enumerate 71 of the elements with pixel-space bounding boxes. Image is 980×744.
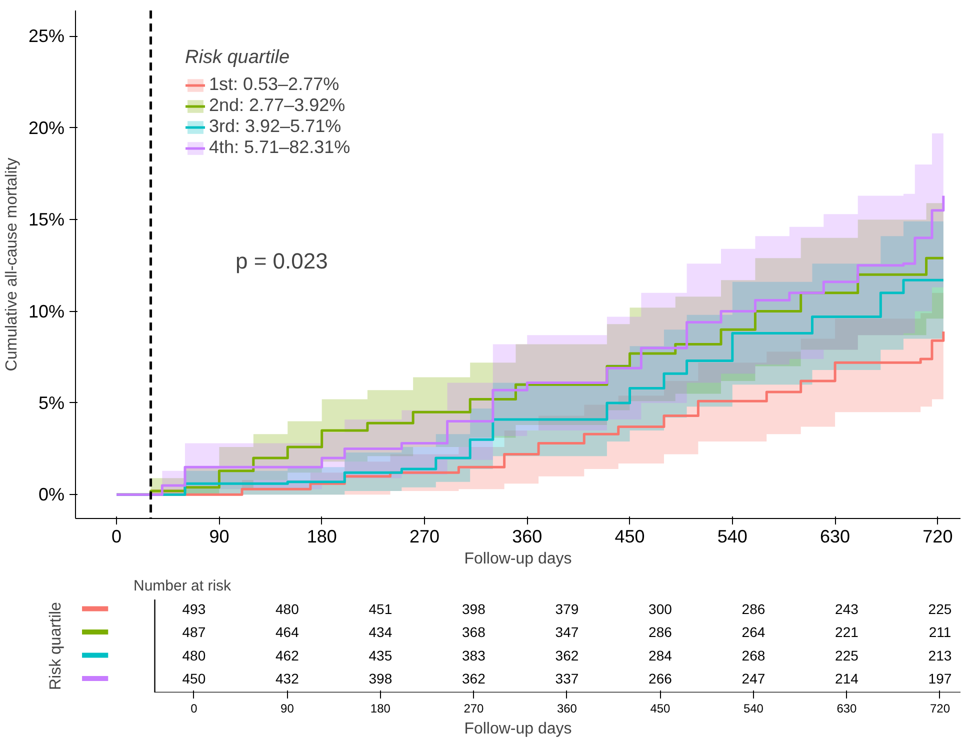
data-label: 197 bbox=[928, 670, 952, 687]
y-tick-label: 15% bbox=[28, 210, 65, 230]
data-label: 266 bbox=[648, 670, 672, 687]
annotation: p = 0.023 bbox=[236, 248, 328, 274]
legend-title: Risk quartile bbox=[185, 47, 291, 69]
data-label: 225 bbox=[928, 600, 952, 617]
x-tick-label: 630 bbox=[820, 526, 850, 546]
x-tick-label: 180 bbox=[306, 526, 337, 546]
y-tick-label: 10% bbox=[28, 301, 65, 322]
legend-label: 1st: 0.53–2.77% bbox=[209, 74, 340, 95]
data-label: 300 bbox=[648, 600, 672, 617]
data-label: 464 bbox=[276, 624, 300, 640]
data-label: 214 bbox=[835, 670, 859, 687]
data-label: 493 bbox=[182, 600, 206, 617]
x-tick-label: 270 bbox=[409, 526, 440, 546]
data-label: 368 bbox=[462, 624, 486, 640]
chart-title: Number at risk bbox=[134, 578, 232, 594]
x-tick-label: 630 bbox=[836, 702, 858, 716]
y-tick-label: 20% bbox=[28, 118, 65, 138]
x-tick-label: 0 bbox=[190, 702, 198, 716]
y-tick-label: 0% bbox=[38, 484, 64, 505]
data-label: 284 bbox=[648, 647, 672, 664]
x-tick-label: 450 bbox=[614, 526, 645, 546]
data-label: 398 bbox=[462, 600, 486, 617]
data-label: 480 bbox=[182, 647, 206, 664]
x-tick-label: 540 bbox=[743, 702, 764, 716]
x-tick-label: 360 bbox=[512, 526, 542, 546]
data-label: 286 bbox=[648, 624, 672, 640]
data-label: 450 bbox=[182, 670, 206, 687]
x-tick-label: 450 bbox=[650, 702, 671, 716]
data-label: 487 bbox=[182, 624, 206, 640]
data-label: 398 bbox=[368, 670, 392, 687]
x-tick-label: 270 bbox=[464, 702, 484, 716]
legend-label: 4th: 5.71–82.31% bbox=[209, 137, 350, 158]
data-label: 264 bbox=[742, 624, 766, 640]
data-label: 480 bbox=[276, 600, 300, 617]
x-tick-label: 720 bbox=[930, 702, 950, 716]
data-label: 451 bbox=[368, 600, 392, 617]
data-label: 362 bbox=[462, 670, 486, 687]
y-axis-title: Risk quartile bbox=[48, 602, 64, 690]
x-tick-label: 720 bbox=[922, 526, 953, 546]
data-label: 213 bbox=[928, 647, 952, 664]
data-label: 243 bbox=[835, 600, 859, 617]
data-label: 347 bbox=[555, 624, 579, 640]
y-tick-label: 5% bbox=[38, 392, 64, 413]
y-axis-title: Cumulative all-cause mortality bbox=[3, 158, 20, 372]
y-tick-label: 25% bbox=[28, 26, 65, 46]
x-tick-label: 180 bbox=[370, 702, 391, 716]
data-label: 434 bbox=[368, 624, 392, 640]
data-label: 268 bbox=[742, 647, 766, 664]
data-label: 432 bbox=[276, 670, 300, 687]
data-label: 379 bbox=[555, 600, 579, 617]
x-axis-title: Follow-up days bbox=[464, 550, 572, 568]
data-label: 337 bbox=[555, 670, 579, 687]
x-tick-label: 360 bbox=[556, 702, 578, 716]
data-label: 211 bbox=[928, 624, 952, 640]
data-label: 435 bbox=[368, 647, 392, 664]
legend-label: 2nd: 2.77–3.92% bbox=[209, 95, 346, 116]
data-label: 225 bbox=[835, 647, 859, 664]
x-axis-title: Follow-up days bbox=[464, 720, 572, 738]
legend-label: 3rd: 3.92–5.71% bbox=[209, 116, 342, 137]
x-tick-label: 540 bbox=[717, 526, 748, 546]
data-label: 221 bbox=[835, 624, 859, 640]
data-label: 362 bbox=[555, 647, 579, 664]
x-tick-label: 90 bbox=[280, 702, 294, 716]
data-label: 462 bbox=[276, 647, 300, 664]
data-label: 383 bbox=[462, 647, 486, 664]
x-tick-label: 90 bbox=[209, 526, 230, 546]
x-tick-label: 0 bbox=[112, 526, 122, 546]
data-label: 286 bbox=[742, 600, 766, 617]
data-label: 247 bbox=[742, 670, 766, 687]
